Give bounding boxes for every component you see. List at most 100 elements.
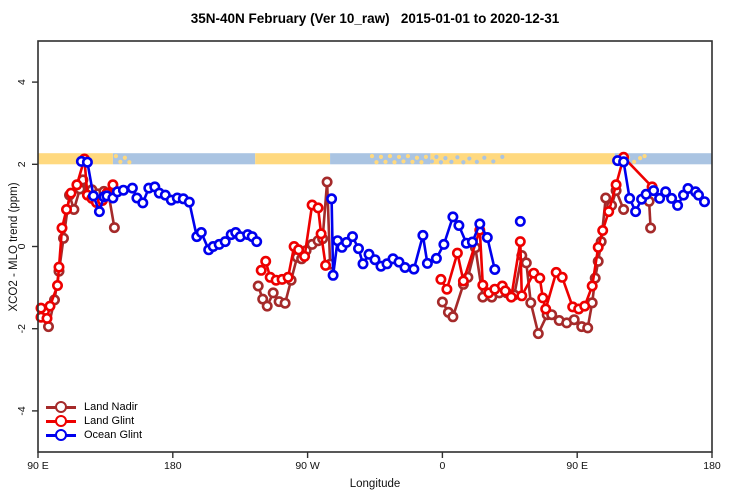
band-speckle [405, 153, 411, 159]
series-marker-land-glint [597, 225, 609, 237]
series-marker-ocean-glint [447, 211, 459, 223]
x-tick-label: 180 [703, 460, 721, 472]
series-marker-land-glint [610, 179, 622, 191]
y-tick-label: 0 [16, 243, 28, 249]
band-speckle [396, 154, 402, 160]
series-marker-land-glint [537, 292, 549, 304]
series-marker-land-nadir [568, 314, 580, 326]
series-marker-land-glint [320, 259, 332, 271]
band-speckle [642, 153, 647, 159]
band-speckle [392, 160, 397, 165]
band-speckle [127, 160, 132, 165]
band-speckle [443, 156, 448, 161]
series-marker-land-glint [441, 283, 453, 295]
band-segment-ocean [112, 153, 256, 165]
legend-item-ocean-glint: Ocean Glint [46, 428, 142, 442]
series-marker-ocean-glint [654, 192, 666, 204]
series-marker-land-nadir [600, 192, 612, 204]
series-marker-land-nadir [252, 280, 264, 292]
band-speckle [632, 159, 637, 164]
y-axis-label: XCO2 - MLO trend (ppm) [8, 182, 20, 312]
series-marker-ocean-glint [195, 227, 207, 239]
band-speckle [434, 154, 439, 160]
band-segment-land [38, 153, 113, 165]
series-marker-land-glint [71, 179, 83, 191]
ocean-glint-marker-icon [46, 429, 76, 441]
series-marker-ocean-glint [453, 220, 465, 232]
series-marker-land-glint [586, 280, 598, 292]
band-speckle [449, 159, 454, 164]
band-speckle [461, 160, 466, 165]
series-marker-ocean-glint [481, 232, 493, 244]
series-marker-ocean-glint [466, 236, 478, 248]
band-segment-land [430, 153, 615, 165]
legend: Land Nadir Land Glint Ocean Glint [46, 400, 142, 442]
series-marker-ocean-glint [352, 243, 364, 255]
band-segment-land [255, 153, 331, 165]
series-marker-land-nadir [321, 176, 333, 188]
series-marker-land-glint [514, 236, 526, 248]
band-speckle [113, 153, 118, 159]
band-speckle [638, 156, 643, 161]
series-line-land-glint [439, 156, 654, 311]
legend-label: Ocean Glint [84, 429, 143, 441]
band-speckle [438, 160, 444, 165]
band-speckle [122, 155, 127, 160]
series-marker-land-glint [53, 261, 65, 273]
series-marker-land-glint [477, 279, 489, 291]
series-marker-land-glint [556, 271, 568, 283]
series-marker-ocean-glint [327, 269, 339, 281]
series-marker-land-glint [315, 228, 327, 240]
series-marker-land-nadir [108, 222, 120, 234]
band-speckle [419, 160, 424, 165]
band-speckle [401, 159, 406, 164]
series-marker-ocean-glint [624, 192, 636, 204]
band-speckle [387, 153, 393, 159]
band-speckle [429, 159, 435, 164]
x-tick-label: 180 [164, 460, 182, 472]
series-marker-land-nadir [267, 287, 279, 299]
series-marker-land-glint [260, 255, 272, 267]
band-speckle [500, 154, 505, 160]
series-marker-ocean-glint [369, 254, 381, 266]
series-marker-land-nadir [261, 300, 273, 312]
x-axis-label: Longitude [349, 478, 401, 490]
series-marker-land-glint [435, 273, 447, 285]
series-marker-land-nadir [525, 297, 537, 309]
series-marker-ocean-glint [692, 189, 704, 201]
legend-label: Land Glint [84, 415, 135, 427]
band-speckle [474, 159, 479, 164]
series-marker-land-glint [282, 271, 294, 283]
band-speckle [118, 159, 123, 164]
series-marker-land-glint [516, 290, 528, 302]
series-marker-land-nadir [436, 296, 448, 308]
series-marker-land-glint [592, 241, 604, 253]
band-speckle [410, 159, 415, 164]
series-marker-land-nadir [279, 297, 291, 309]
series-marker-land-nadir [520, 257, 532, 269]
band-speckle [455, 155, 460, 160]
series-marker-ocean-glint [93, 206, 105, 218]
y-tick-label: 4 [16, 79, 28, 85]
series-marker-land-glint [299, 250, 311, 262]
band-speckle [414, 155, 420, 160]
series-marker-ocean-glint [408, 263, 420, 275]
series-marker-ocean-glint [81, 156, 93, 168]
series-marker-ocean-glint [251, 236, 263, 248]
land-nadir-marker-icon [46, 401, 76, 413]
series-marker-ocean-glint [660, 186, 672, 198]
series-marker-ocean-glint [346, 231, 358, 243]
series-marker-ocean-glint [126, 182, 138, 194]
y-tick-label: -2 [16, 324, 28, 333]
band-speckle [482, 155, 487, 160]
series-marker-land-glint [56, 222, 68, 234]
y-tick-label: -4 [16, 406, 28, 415]
series-marker-land-glint [60, 204, 72, 216]
series-marker-land-glint [457, 275, 469, 287]
series-marker-ocean-glint [438, 238, 450, 250]
series-marker-land-nadir [645, 222, 657, 234]
series-marker-ocean-glint [474, 218, 486, 230]
plot-box [37, 40, 713, 453]
series-marker-ocean-glint [666, 192, 678, 204]
